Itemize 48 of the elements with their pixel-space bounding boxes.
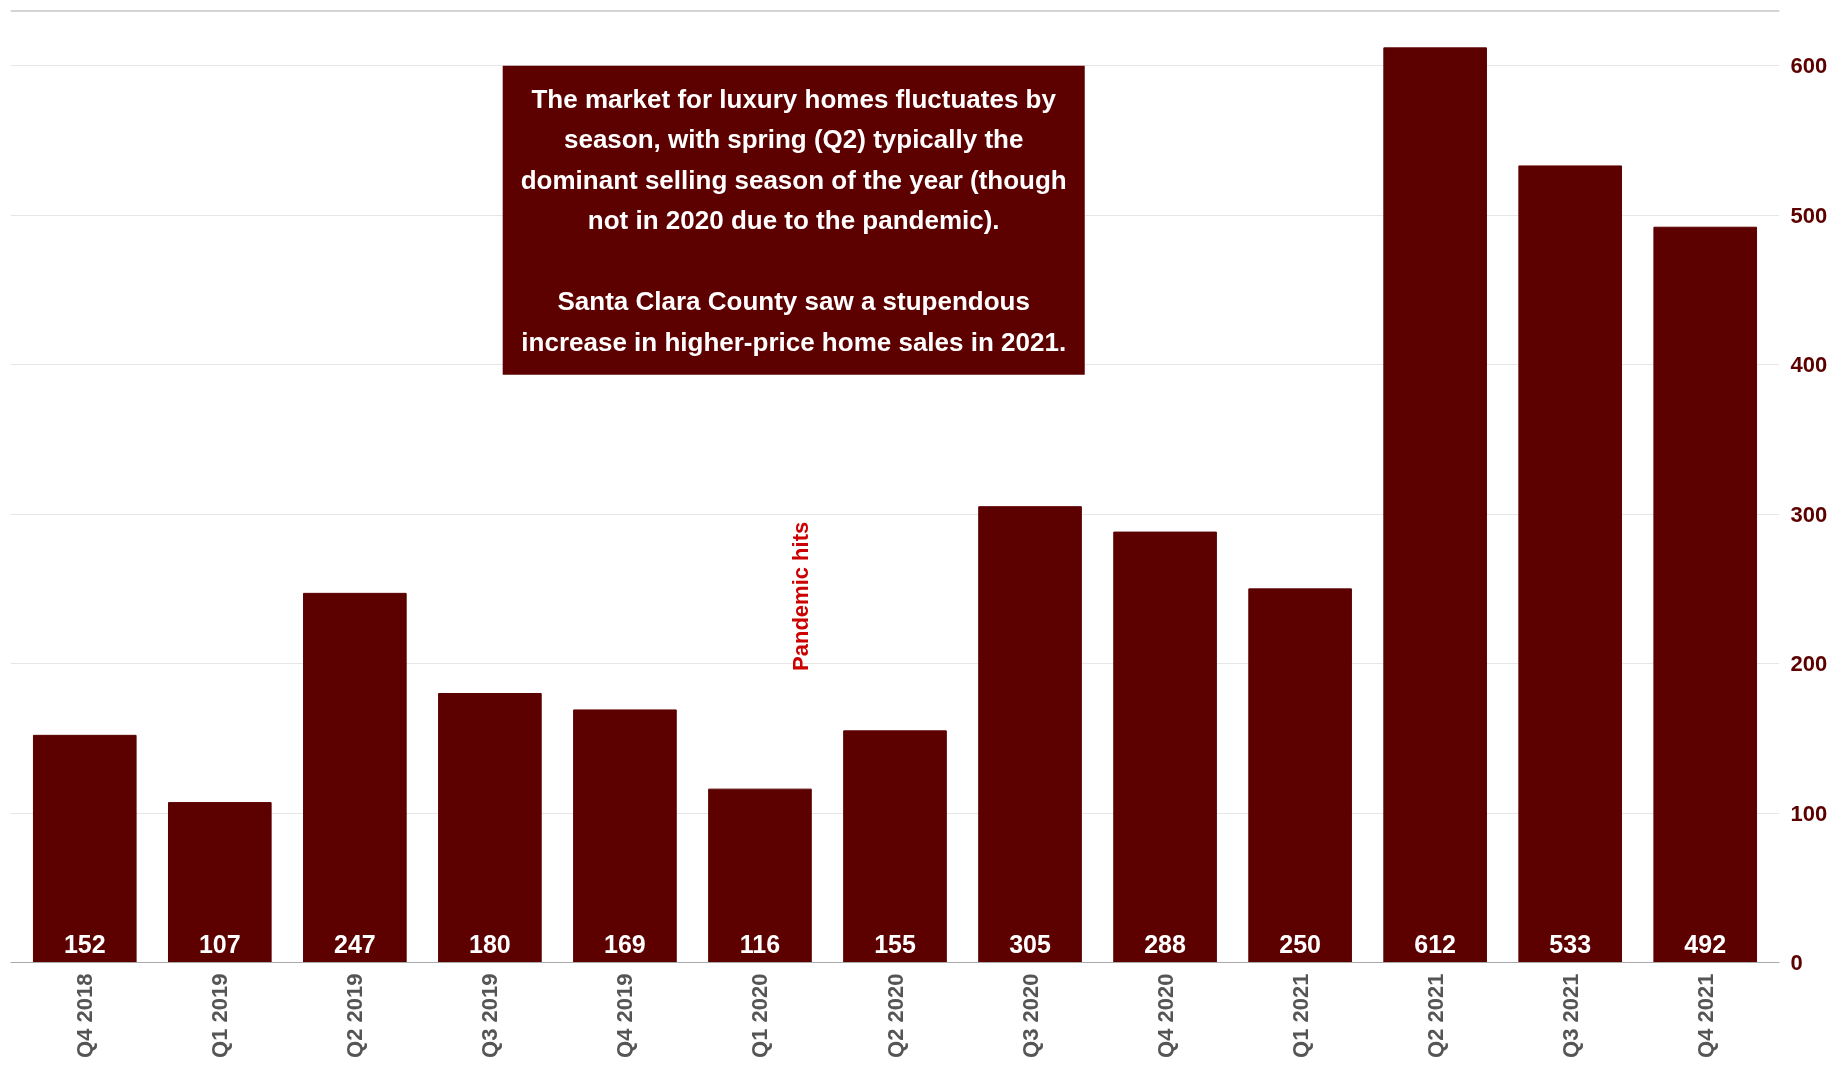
x-tick-label: Q4 2021 (1692, 973, 1718, 1058)
annotation: Pandemic hits (787, 521, 813, 671)
y-tick-label: 300 (1790, 501, 1828, 527)
bar (1248, 588, 1352, 963)
data-label: 247 (333, 929, 376, 958)
bar (978, 506, 1082, 963)
bar (1518, 165, 1623, 963)
bar (708, 788, 812, 963)
bar (1113, 531, 1217, 963)
x-tick-label: Q2 2020 (882, 973, 908, 1058)
bar (438, 692, 542, 963)
y-tick-label: 600 (1790, 53, 1828, 79)
y-tick-label: 0 (1790, 950, 1803, 975)
x-tick-label: Q3 2020 (1017, 973, 1043, 1058)
x-tick-label: Q4 2018 (72, 973, 98, 1058)
x-tick-label: Q3 2019 (477, 973, 503, 1058)
data-label: 180 (469, 929, 511, 958)
text: The market for luxury homes fluctuates by season, with spring (Q2) typically the dominant selling season of the year (though not in 2020 due to the pandemic). Santa Clara County saw a stupendous increase in higher-price home sales in 2021. (520, 83, 1067, 357)
data-label: 152 (63, 929, 106, 958)
x-tick-label: Q2 2019 (342, 973, 368, 1058)
bar (167, 802, 272, 963)
data-label: 612 (1414, 929, 1457, 958)
data-label: 155 (874, 929, 916, 958)
y-tick-label: 500 (1790, 202, 1828, 228)
bar (303, 592, 407, 963)
x-tick-label: Q4 2019 (612, 973, 638, 1058)
x-tick-label: Q2 2021 (1422, 973, 1448, 1058)
data-label: 492 (1684, 929, 1727, 958)
data-label: 107 (198, 929, 241, 958)
data-label: 169 (604, 929, 646, 958)
data-label: 305 (1009, 929, 1051, 958)
bar (843, 730, 947, 963)
bar (32, 734, 137, 963)
x-tick-label: Q1 2020 (747, 973, 773, 1058)
bar (573, 709, 677, 963)
x-tick-label: Q1 2021 (1287, 973, 1313, 1058)
data-label: 288 (1144, 929, 1187, 958)
data-label: 250 (1279, 929, 1321, 958)
x-tick-label: Q1 2019 (207, 973, 233, 1058)
y-tick-label: 100 (1790, 800, 1828, 826)
y-tick-label: 200 (1790, 651, 1828, 677)
bar (1653, 226, 1758, 963)
data-label: 116 (739, 929, 781, 958)
x-tick-label: Q3 2021 (1557, 973, 1583, 1058)
x-tick-label: Q4 2020 (1152, 973, 1178, 1058)
data-label: 533 (1549, 929, 1592, 958)
bar (1383, 47, 1487, 963)
y-tick-label: 400 (1790, 352, 1828, 378)
